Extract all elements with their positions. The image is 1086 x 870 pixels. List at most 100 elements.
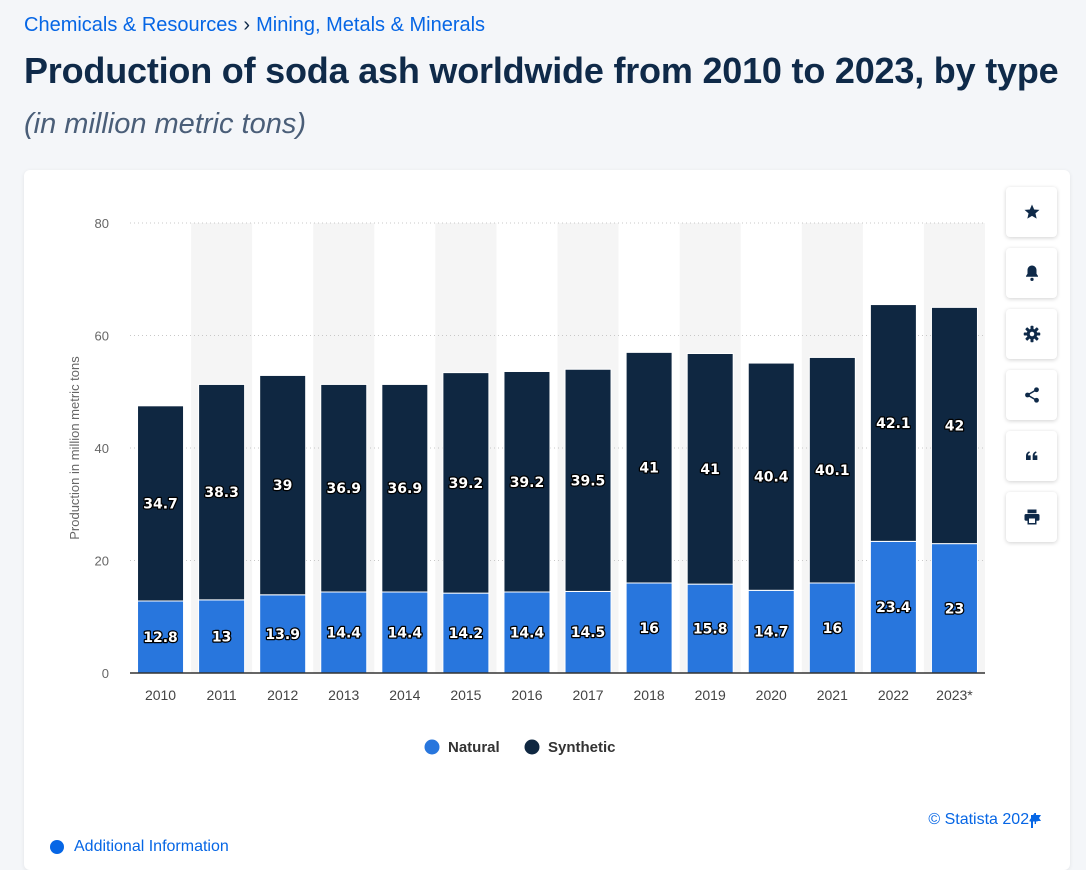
data-label-natural: 14.5: [571, 625, 606, 641]
x-tick-label: 2014: [389, 687, 420, 703]
data-label-natural: 14.4: [388, 626, 423, 642]
y-tick-label: 0: [102, 666, 109, 681]
data-label-natural: 14.4: [326, 626, 361, 642]
x-tick-label: 2015: [450, 687, 481, 703]
bar-natural: [686, 583, 734, 674]
bar-synthetic: [320, 383, 368, 593]
x-tick-label: 2017: [572, 687, 603, 703]
cite-button[interactable]: [1006, 431, 1057, 481]
data-label-natural: 13.9: [265, 627, 300, 643]
data-label-synthetic: 36.9: [388, 481, 423, 497]
bar-natural: [198, 599, 246, 674]
info-icon: [50, 839, 64, 854]
legend-marker-synthetic: [524, 739, 540, 755]
data-label-natural: 14.4: [510, 626, 545, 642]
data-label-natural: 13: [212, 629, 231, 645]
x-tick-label: 2022: [878, 687, 909, 703]
x-tick-label: 2023*: [936, 687, 973, 703]
legend-label-synthetic: Synthetic: [548, 739, 616, 756]
bar-natural: [503, 591, 551, 674]
additional-information-label: Additional Information: [74, 838, 229, 855]
bar-synthetic: [198, 383, 246, 601]
breadcrumb-subcategory-link[interactable]: Mining, Metals & Minerals: [256, 14, 486, 36]
data-label-synthetic: 34.7: [143, 496, 178, 512]
share-icon: [1024, 387, 1039, 403]
x-tick-label: 2011: [207, 687, 237, 703]
x-tick-label: 2020: [756, 687, 787, 703]
bar-natural: [442, 592, 490, 674]
y-axis-label: Production in million metric tons: [67, 356, 82, 540]
data-label-synthetic: 40.4: [754, 470, 789, 486]
star-icon: [1024, 204, 1039, 219]
data-label-synthetic: 41: [700, 462, 719, 478]
bar-synthetic: [442, 372, 490, 594]
print-icon: [1024, 509, 1039, 525]
copyright-link[interactable]: © Statista 2024: [928, 811, 1038, 828]
x-tick-label: 2010: [145, 687, 176, 703]
x-tick-label: 2019: [695, 687, 726, 703]
data-label-synthetic: 39.5: [571, 473, 606, 489]
data-label-natural: 16: [823, 621, 842, 637]
bar-synthetic: [747, 362, 795, 591]
data-label-natural: 12.8: [143, 630, 178, 646]
x-tick-label: 2012: [267, 687, 298, 703]
notification-button[interactable]: [1006, 248, 1057, 298]
share-button[interactable]: [1006, 370, 1057, 420]
settings-button[interactable]: [1006, 309, 1057, 359]
bar-natural: [808, 582, 856, 674]
data-label-synthetic: 36.9: [326, 481, 361, 497]
data-label-synthetic: 41: [639, 461, 658, 477]
breadcrumb: Chemicals & Resources › Mining, Metals & M…: [24, 14, 485, 37]
legend-marker-natural: [424, 739, 440, 755]
bar-natural: [747, 589, 795, 674]
bar-synthetic: [503, 371, 551, 593]
data-label-synthetic: 42.1: [876, 416, 911, 432]
y-tick-label: 40: [95, 441, 109, 456]
stacked-bar-chart: 0 20 40 60 80 Production in million metric to…: [67, 216, 985, 756]
flag-icon[interactable]: [1030, 815, 1042, 828]
x-tick-label: 2018: [634, 687, 665, 703]
bar-synthetic: [625, 351, 673, 584]
additional-information-link[interactable]: Additional Information: [50, 838, 229, 856]
data-label-natural: 15.8: [693, 622, 728, 638]
x-tick-label: 2013: [328, 687, 359, 703]
legend-label-natural: Natural: [448, 739, 500, 756]
data-label-synthetic: 39: [273, 478, 292, 494]
y-tick-label: 20: [95, 554, 109, 569]
bar-synthetic: [808, 356, 856, 584]
data-label-synthetic: 42: [945, 419, 964, 435]
data-label-synthetic: 40.1: [815, 463, 850, 479]
data-label-synthetic: 39.2: [449, 476, 484, 492]
bar-synthetic: [137, 405, 185, 602]
bar-synthetic: [869, 304, 917, 542]
bar-natural: [869, 540, 917, 674]
data-label-natural: 16: [639, 621, 658, 637]
bar-natural: [381, 591, 429, 674]
bar-natural: [625, 582, 673, 674]
y-tick-label: 60: [95, 329, 109, 344]
bar-natural: [930, 543, 978, 674]
data-label-natural: 23.4: [876, 600, 911, 616]
bar-synthetic: [381, 383, 429, 593]
x-tick-label: 2016: [511, 687, 542, 703]
quote-icon: [1025, 451, 1037, 460]
bar-synthetic: [259, 374, 307, 596]
bar-synthetic: [564, 368, 612, 592]
bar-natural: [564, 590, 612, 674]
y-tick-label: 80: [95, 216, 109, 231]
bar-synthetic: [686, 353, 734, 585]
x-tick-label: 2021: [817, 687, 848, 703]
print-button[interactable]: [1006, 492, 1057, 542]
data-label-natural: 23: [945, 601, 964, 617]
page-subtitle: (in million metric tons): [24, 108, 306, 140]
page-title: Production of soda ash worldwide from 20…: [24, 50, 1059, 91]
chart-toolbar: [1006, 187, 1057, 553]
bar-synthetic: [930, 306, 978, 545]
breadcrumb-separator: ›: [243, 14, 251, 36]
data-label-synthetic: 38.3: [204, 485, 239, 501]
data-label-natural: 14.7: [754, 625, 789, 641]
breadcrumb-category-link[interactable]: Chemicals & Resources: [24, 14, 238, 36]
bell-icon: [1025, 265, 1038, 282]
favorite-button[interactable]: [1006, 187, 1057, 237]
data-label-natural: 14.2: [449, 626, 484, 642]
